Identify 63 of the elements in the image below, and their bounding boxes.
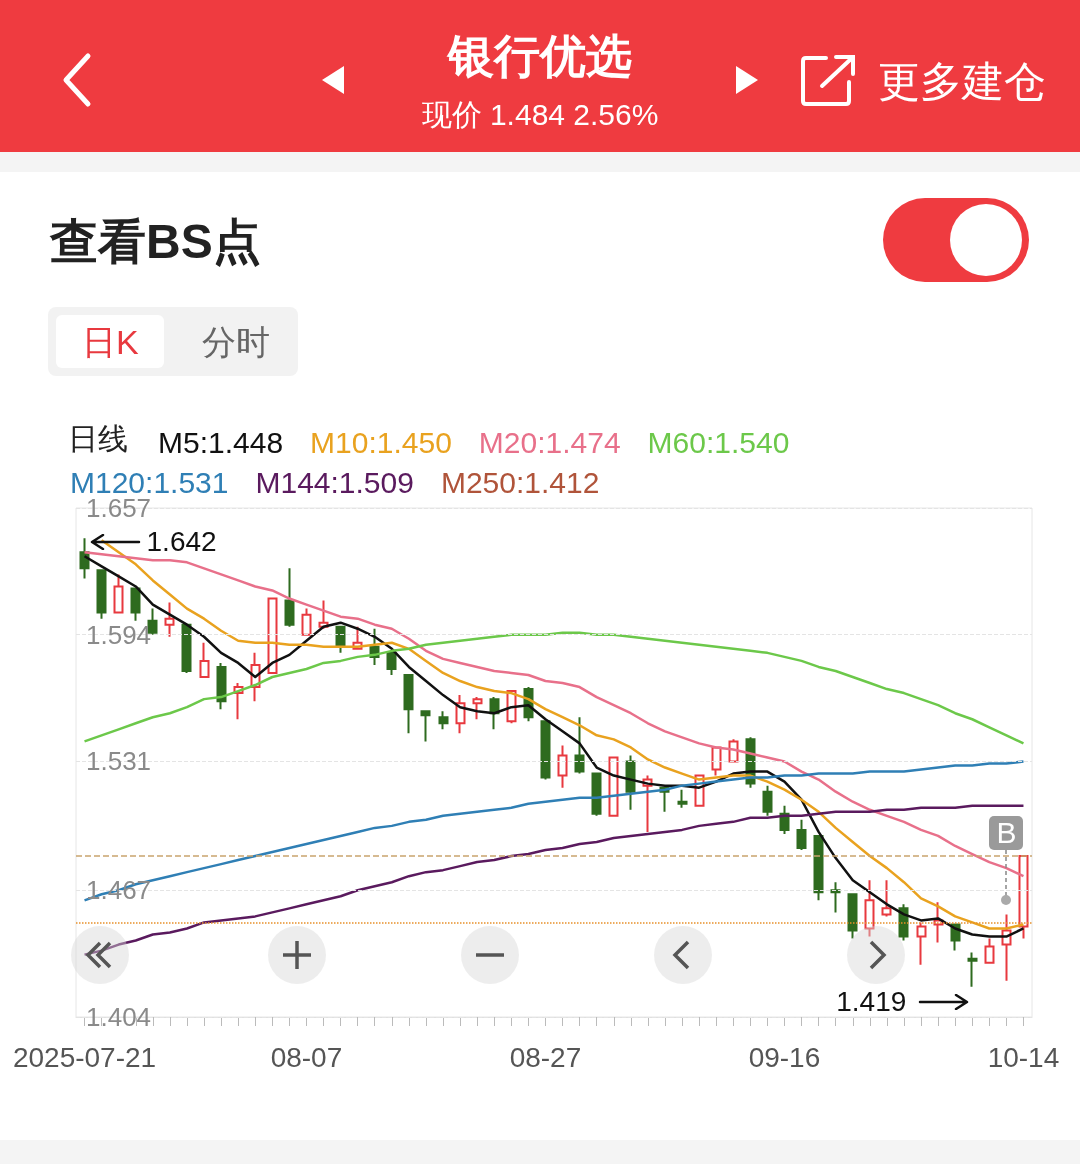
candlestick: [335, 625, 346, 654]
text: M144:1.509: [255, 465, 414, 499]
candlestick: [796, 818, 807, 852]
candlestick: [625, 754, 636, 811]
y-tick-label: 1.404: [86, 1002, 152, 1032]
line-series: [83, 551, 1025, 878]
candlestick: [540, 720, 551, 781]
candlestick: [164, 601, 175, 638]
y-tick-label: 1.531: [86, 746, 152, 777]
candlestick: [830, 881, 841, 914]
candlestick: [420, 710, 431, 743]
candlestick: [1018, 855, 1029, 940]
candlestick: [557, 744, 568, 789]
candlestick: [181, 623, 192, 674]
line-series: [83, 804, 1025, 956]
chart-title: 银行优选: [448, 30, 632, 82]
candlestick: [386, 649, 397, 676]
candlestick: [301, 607, 312, 636]
y-tick-label: 1.594: [86, 619, 152, 650]
text: 日K: [82, 322, 139, 362]
candlestick: [881, 879, 892, 918]
text: M20:1.474: [478, 425, 621, 459]
candlestick: [847, 893, 858, 940]
legend-label: M250:1.412: [440, 465, 600, 499]
candlestick: [711, 746, 722, 777]
candlestick: [1001, 913, 1012, 982]
text: 分时: [202, 322, 270, 362]
candlestick: [489, 696, 500, 731]
candlestick: [762, 784, 773, 817]
x-tick-label: 09-16: [748, 1041, 821, 1073]
candlestick: [591, 772, 602, 817]
chart-subtitle: 现价 1.484 2.56%: [421, 98, 659, 131]
candlestick: [403, 673, 414, 735]
candlestick: [813, 834, 824, 902]
candlestick: [677, 788, 688, 809]
candlestick: [284, 567, 295, 628]
candlestick: [199, 641, 210, 678]
candlestick: [267, 597, 278, 674]
candlestick: [113, 573, 124, 614]
text: M60:1.540: [647, 425, 790, 459]
annotation: 1.642: [146, 526, 217, 557]
text: 更多建仓: [878, 58, 1046, 106]
text: 查看BS点: [50, 214, 261, 270]
candlestick: [984, 937, 995, 964]
candlestick: [779, 804, 790, 835]
x-tick-label: 08-27: [509, 1041, 582, 1073]
annotation: B: [988, 816, 1025, 849]
candlestick: [608, 756, 619, 817]
x-tick-label: 2025-07-21: [12, 1041, 157, 1073]
text: M10:1.450: [310, 425, 452, 459]
legend-title: 日线: [68, 421, 128, 457]
candlestick: [96, 569, 107, 620]
candlestick: [438, 710, 449, 731]
x-tick-label: 10-14: [987, 1041, 1060, 1073]
x-tick-label: 08-07: [270, 1041, 343, 1073]
candlestick: [216, 661, 227, 711]
candlestick: [967, 951, 978, 988]
candlestick: [574, 716, 585, 775]
annotation: 1.419: [836, 986, 907, 1017]
candlestick: [916, 921, 927, 966]
candlestick: [130, 587, 141, 622]
candlestick: [472, 696, 483, 721]
text: M5:1.448: [158, 425, 284, 459]
